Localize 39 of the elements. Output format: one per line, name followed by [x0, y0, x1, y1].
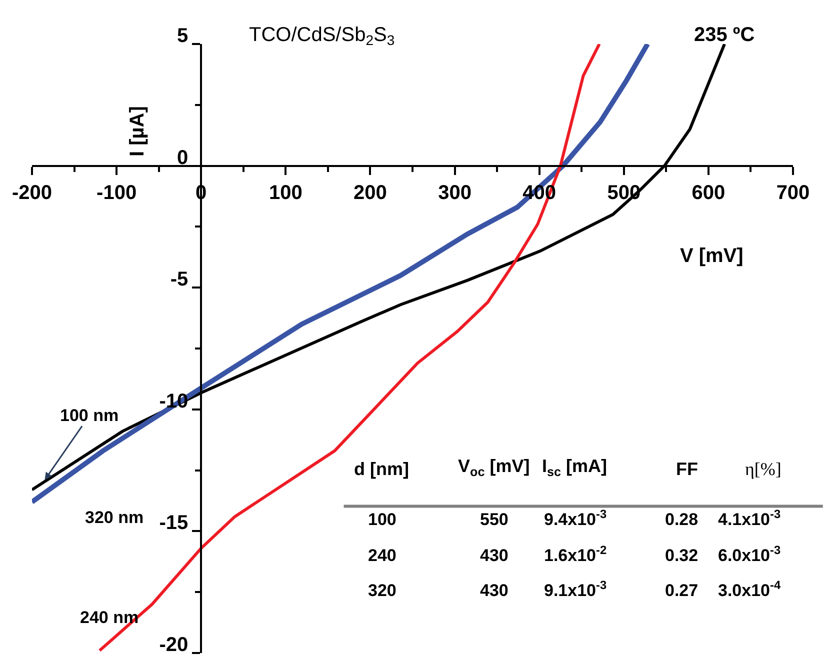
y-tick-label: -15 — [159, 512, 188, 534]
x-tick-label: 100 — [268, 182, 302, 204]
annotation: 9.4x10$^{-3}$ — [544, 507, 607, 530]
annotation: 3.0x10$^{-4}$ — [718, 578, 781, 600]
y-axis-title: I [µA] — [126, 106, 149, 157]
annotation: V$_{oc}$ [mV] — [458, 456, 530, 479]
annotation: I$_{sc}$ [mA] — [542, 456, 608, 479]
y-tick-label: -5 — [170, 268, 188, 291]
series-label: 100 nm — [60, 406, 119, 425]
y-tick-label: 0 — [176, 146, 188, 169]
x-tick-label: 300 — [438, 182, 472, 204]
text: 320 nm — [85, 508, 144, 527]
annotation: 430 — [480, 581, 508, 600]
x-tick-label: 200 — [354, 182, 387, 204]
annotation: 0.27 — [665, 581, 698, 600]
annotation: 9.1x10$^{-3}$ — [544, 578, 607, 600]
y-tick-label: 5 — [176, 25, 188, 47]
annotation: 430 — [480, 546, 508, 565]
annotation: 550 — [480, 510, 508, 529]
chart-title: TCO/CdS/Sb$_{2}$S$_{3}$ — [249, 24, 395, 48]
annotation: 1.6x10$^{-2}$ — [544, 543, 607, 566]
annotation: 320 — [368, 581, 396, 600]
annotation: FF — [676, 459, 698, 479]
x-axis-title: V [mV] — [680, 245, 744, 267]
annotation: d [nm] — [354, 459, 409, 479]
annotation: 6.0x10$^{-3}$ — [718, 543, 781, 566]
annotation: 0.32 — [665, 546, 698, 565]
annotation: 0.28 — [665, 510, 698, 529]
x-tick-label: -100 — [96, 182, 137, 204]
x-tick-label: -200 — [12, 182, 52, 204]
x-tick-label: 600 — [692, 182, 726, 204]
annotation: 240 — [368, 546, 396, 565]
x-tick-label: 700 — [776, 182, 810, 204]
annotation: 100 — [368, 510, 396, 529]
annotation: 4.1x10$^{-3}$ — [718, 507, 781, 530]
chart-subtitle: 235 ºC — [694, 24, 755, 46]
series-label: 240 nm — [80, 608, 139, 627]
annotation: η[%] — [745, 459, 782, 479]
y-tick-label: -20 — [159, 634, 188, 656]
